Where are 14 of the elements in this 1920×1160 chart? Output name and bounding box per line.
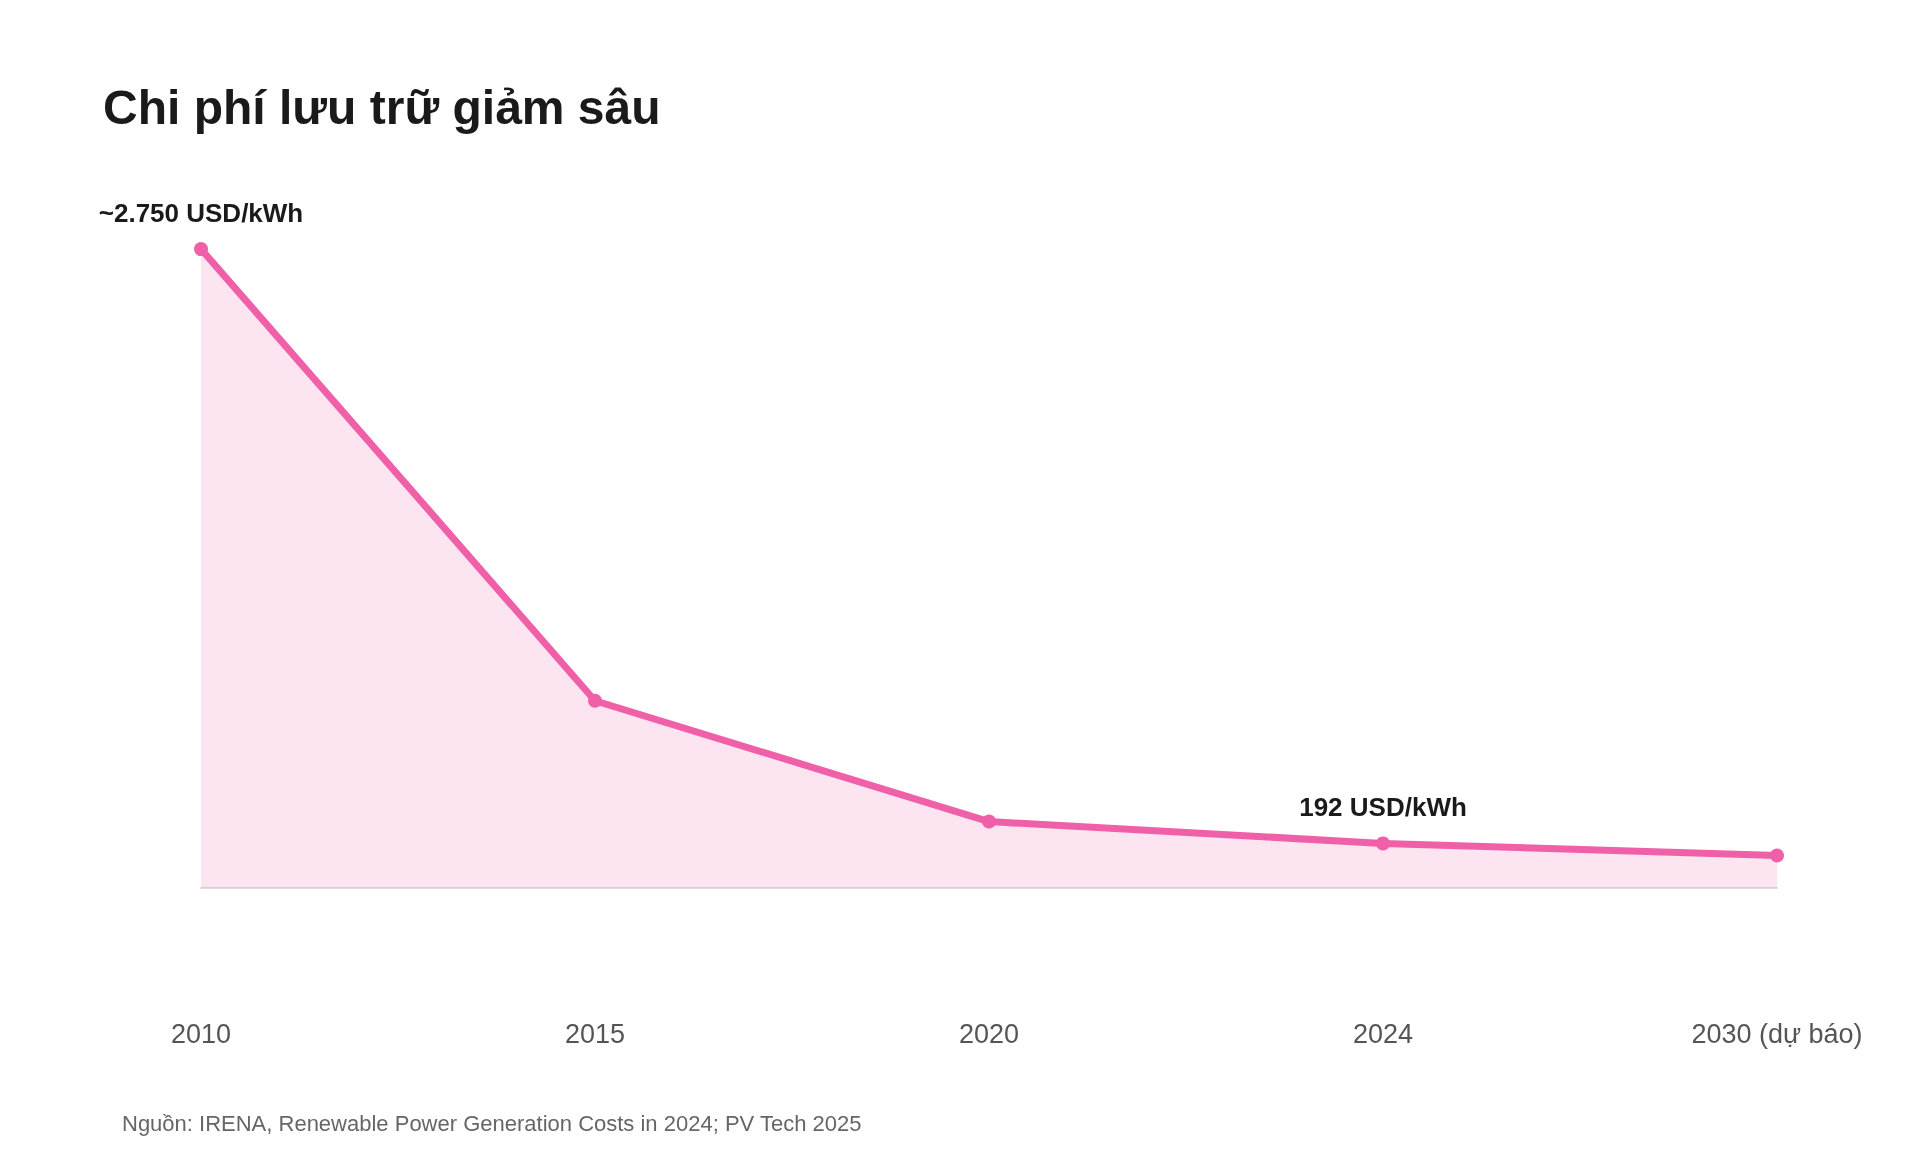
data-label: ~2.750 USD/kWh — [98, 198, 304, 229]
chart-title: Chi phí lưu trữ giảm sâu — [103, 80, 661, 134]
data-label: 192 USD/kWh — [1299, 792, 1467, 823]
x-tick-label: 2030 (dự báo) — [1691, 1018, 1863, 1049]
x-tick-label: 2010 — [170, 1018, 232, 1049]
point — [1770, 848, 1784, 863]
point — [588, 693, 602, 708]
text: Nguồn: IRENA, Renewable Power Generation Costs in 2024; PV Tech 2025 — [122, 1110, 862, 1136]
point — [194, 242, 208, 257]
point — [1376, 836, 1390, 851]
point — [982, 814, 996, 829]
x-tick-label: 2024 — [1352, 1018, 1414, 1049]
x-tick-label: 2015 — [564, 1018, 626, 1049]
x-tick-label: 2020 — [958, 1018, 1020, 1049]
